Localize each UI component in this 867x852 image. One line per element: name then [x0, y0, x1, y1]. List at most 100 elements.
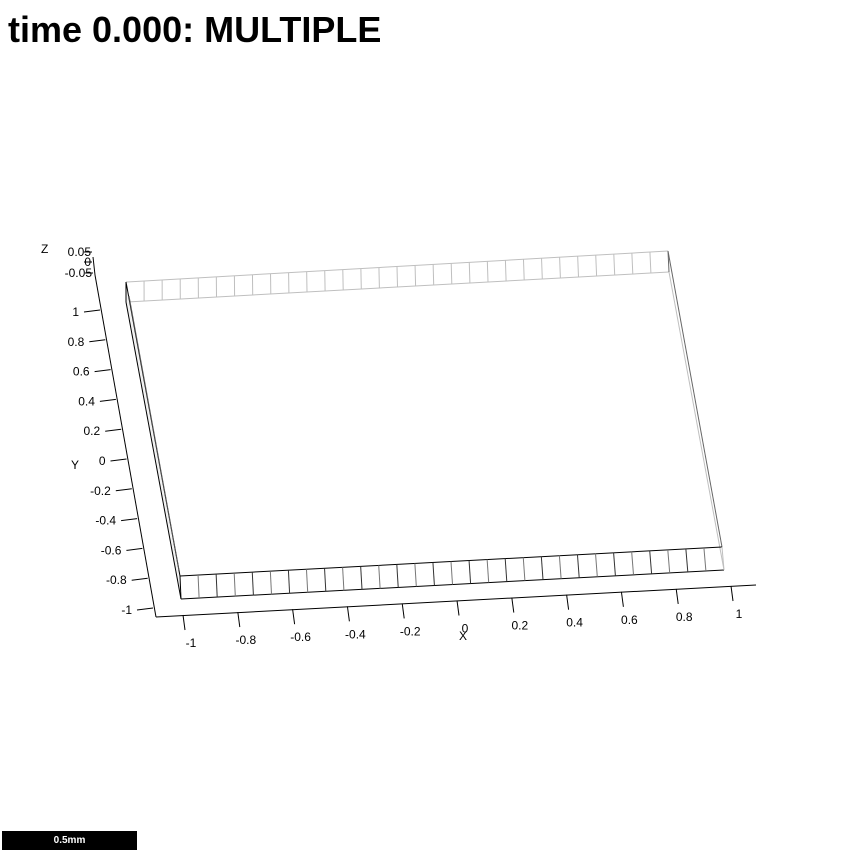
y-tick-label: 0.4 [78, 394, 95, 408]
slab-edge [667, 250, 670, 273]
slab-cell-edge [504, 558, 508, 582]
slab-cell-edge [522, 259, 525, 281]
x-axis-tick [346, 606, 350, 622]
x-axis: X -1 -0.8 -0.6 -0.4 -0.2 0 0.2 0.4 0.6 0.8 1 [155, 584, 757, 650]
y-axis-line [94, 274, 157, 618]
slab-cell-edge [269, 571, 272, 595]
slab-cell-edge [540, 556, 544, 580]
x-axis-tick [456, 600, 460, 616]
slab-edge [668, 271, 725, 571]
y-tick-label: -0.6 [101, 543, 122, 557]
y-axis: Y -1 -0.8 -0.6 -0.4 -0.2 0 0.2 0.4 0.6 0.8 1 [68, 274, 157, 618]
x-axis-label: X [459, 629, 467, 643]
y-axis-tick [99, 398, 116, 402]
slab-edge [721, 546, 725, 571]
y-axis-tick [121, 518, 138, 522]
x-tick-label: 0.4 [566, 616, 583, 630]
slab-cell-edge [649, 550, 653, 574]
slab-cell-edge [251, 572, 254, 596]
x-tick-label: -1 [186, 636, 197, 650]
slab-cell-edge [287, 570, 291, 594]
slab-cell-edge [468, 560, 472, 584]
slab-left-face [126, 282, 181, 599]
slab-cell-edge [432, 562, 435, 586]
slab-cell-edge [486, 261, 489, 283]
mesh-slab [125, 250, 725, 600]
x-axis-tick [620, 591, 624, 607]
slab-cell-edge [613, 552, 616, 576]
x-tick-label: 0.2 [511, 619, 528, 633]
slab-cell-edge [649, 252, 652, 274]
x-axis-tick [566, 594, 570, 610]
y-tick-label: 0.6 [73, 365, 90, 379]
slab-cell-edge [558, 555, 562, 579]
slab-cell-edge [577, 256, 579, 278]
slab-cell-edge [197, 575, 200, 599]
x-axis-tick [292, 609, 296, 625]
slab-cell-edge [305, 569, 309, 593]
slab-cell-edge [559, 257, 561, 279]
slab-cell-edge [631, 253, 634, 275]
y-axis-tick [89, 339, 106, 343]
y-axis-tick [136, 607, 154, 611]
y-axis-tick [126, 547, 143, 551]
slab-cell-edge [504, 260, 507, 282]
slab-cell-edge [667, 549, 671, 573]
z-tick-label: 0 [84, 255, 91, 269]
slab-cell-edge [450, 561, 453, 585]
y-tick-label: 0.2 [84, 424, 101, 438]
slab-cell-edge [576, 554, 580, 578]
x-tick-label: 0.8 [676, 610, 693, 624]
slab-edge [128, 295, 180, 571]
slab-cell-edge [631, 551, 634, 575]
slab-cell-edge [541, 258, 543, 280]
y-axis-tick [115, 488, 132, 492]
x-tick-label: -0.6 [290, 630, 311, 644]
x-tick-label: -0.4 [345, 627, 366, 641]
slab-cell-edge [595, 255, 598, 277]
slab-cell-edge [378, 565, 381, 589]
z-axis-label: Z [41, 242, 48, 256]
slab-cell-edge [360, 566, 363, 590]
y-tick-label: -1 [121, 603, 132, 617]
y-axis-label: Y [71, 458, 79, 472]
y-axis-tick [110, 458, 127, 462]
slab-edge [125, 301, 182, 600]
slab-cell-edge [414, 563, 417, 587]
x-axis-tick [730, 585, 734, 602]
slab-cell-edge [215, 574, 218, 598]
slab-cell-edge [414, 265, 417, 287]
y-axis-tick [94, 369, 111, 373]
x-tick-label: -0.8 [235, 633, 256, 647]
z-tick-label: 0.05 [68, 245, 92, 259]
x-tick-label: 0.6 [621, 613, 638, 627]
x-axis-tick [511, 597, 515, 613]
slab-edge [179, 575, 182, 600]
x-tick-label: -0.2 [400, 624, 421, 638]
x-axis-tick [237, 612, 241, 628]
slab-cell-edge [396, 564, 399, 588]
y-axis-tick [105, 428, 122, 432]
y-tick-label: 1 [72, 305, 79, 319]
x-axis-line [155, 584, 757, 618]
z-axis-line [92, 256, 96, 276]
slab-cell-edge [468, 262, 471, 284]
slab-cell-edge [342, 567, 345, 591]
x-tick-label: 1 [736, 607, 743, 621]
plot-title: time 0.000: MULTIPLE [8, 9, 382, 50]
slab-cell-edge [685, 548, 689, 572]
slab-cell-edge [703, 547, 707, 572]
y-tick-label: -0.8 [106, 573, 127, 587]
x-tick-label: 0 [462, 622, 469, 636]
z-tick-label: -0.05 [65, 266, 93, 280]
y-axis-tick [83, 309, 101, 313]
x-axis-tick [401, 603, 405, 619]
x-axis-tick [675, 588, 679, 604]
y-tick-label: -0.2 [90, 484, 111, 498]
slab-cell-edge [522, 557, 526, 581]
scale-bar: 0.5mm [2, 831, 137, 850]
slab-cell-edge [233, 573, 236, 597]
scale-bar-label: 0.5mm [53, 835, 86, 846]
slab-cell-edge [613, 254, 616, 276]
